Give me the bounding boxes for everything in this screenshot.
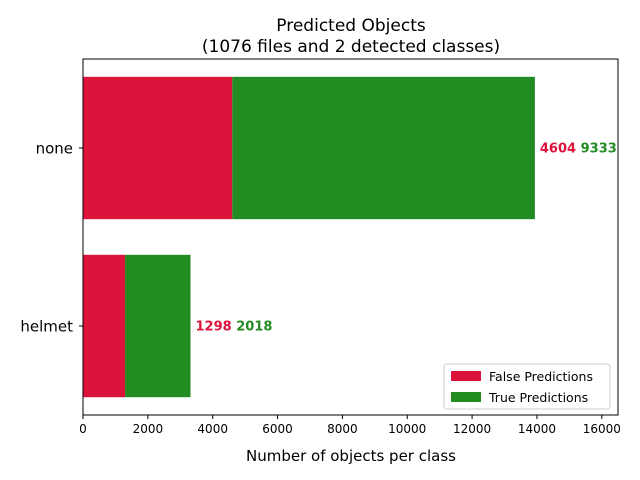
data-label-helmet-false: 1298: [196, 320, 232, 335]
legend-swatch-false: [451, 371, 481, 381]
x-tick-label: 8000: [327, 422, 358, 436]
x-tick-label: 0: [79, 422, 87, 436]
x-tick-label: 4000: [197, 422, 228, 436]
bar-helmet-false: [83, 254, 126, 398]
data-label-none-false: 4604: [540, 142, 576, 157]
chart-title: Predicted Objects: [276, 16, 426, 36]
legend-box: [443, 363, 611, 410]
plot-frame: [82, 58, 619, 416]
x-tick-label: 6000: [262, 422, 293, 436]
legend-label-false: False Predictions: [489, 369, 593, 384]
bar-helmet-true: [125, 254, 191, 398]
bar-none-true: [232, 76, 535, 220]
x-axis-ticks: 0 2000 4000 6000 8000 10000 12000 14000 16000: [79, 415, 621, 436]
data-label-none-true: 9333: [576, 142, 617, 157]
bar-none-false: [83, 76, 233, 220]
legend: False Predictions True Predictions: [443, 363, 611, 410]
data-label-helmet: 1298 2018: [196, 320, 273, 335]
data-label-none: 4604 9333: [540, 142, 617, 157]
y-axis-ticks: none helmet: [20, 140, 83, 336]
x-tick-label: 12000: [453, 422, 491, 436]
chart-subtitle: (1076 files and 2 detected classes): [202, 37, 500, 57]
x-tick-label: 2000: [133, 422, 164, 436]
y-tick-label-none: none: [36, 140, 73, 158]
data-labels-layer: 4604 9333 1298 2018: [196, 142, 617, 335]
legend-label-true: True Predictions: [488, 390, 588, 405]
x-axis-label: Number of objects per class: [246, 447, 456, 465]
x-tick-label: 14000: [518, 422, 556, 436]
y-tick-label-helmet: helmet: [20, 318, 73, 336]
x-tick-label: 10000: [388, 422, 426, 436]
legend-swatch-true: [451, 392, 481, 402]
data-label-helmet-true: 2018: [232, 320, 273, 335]
bars-layer: [83, 76, 535, 398]
x-tick-label: 16000: [583, 422, 621, 436]
